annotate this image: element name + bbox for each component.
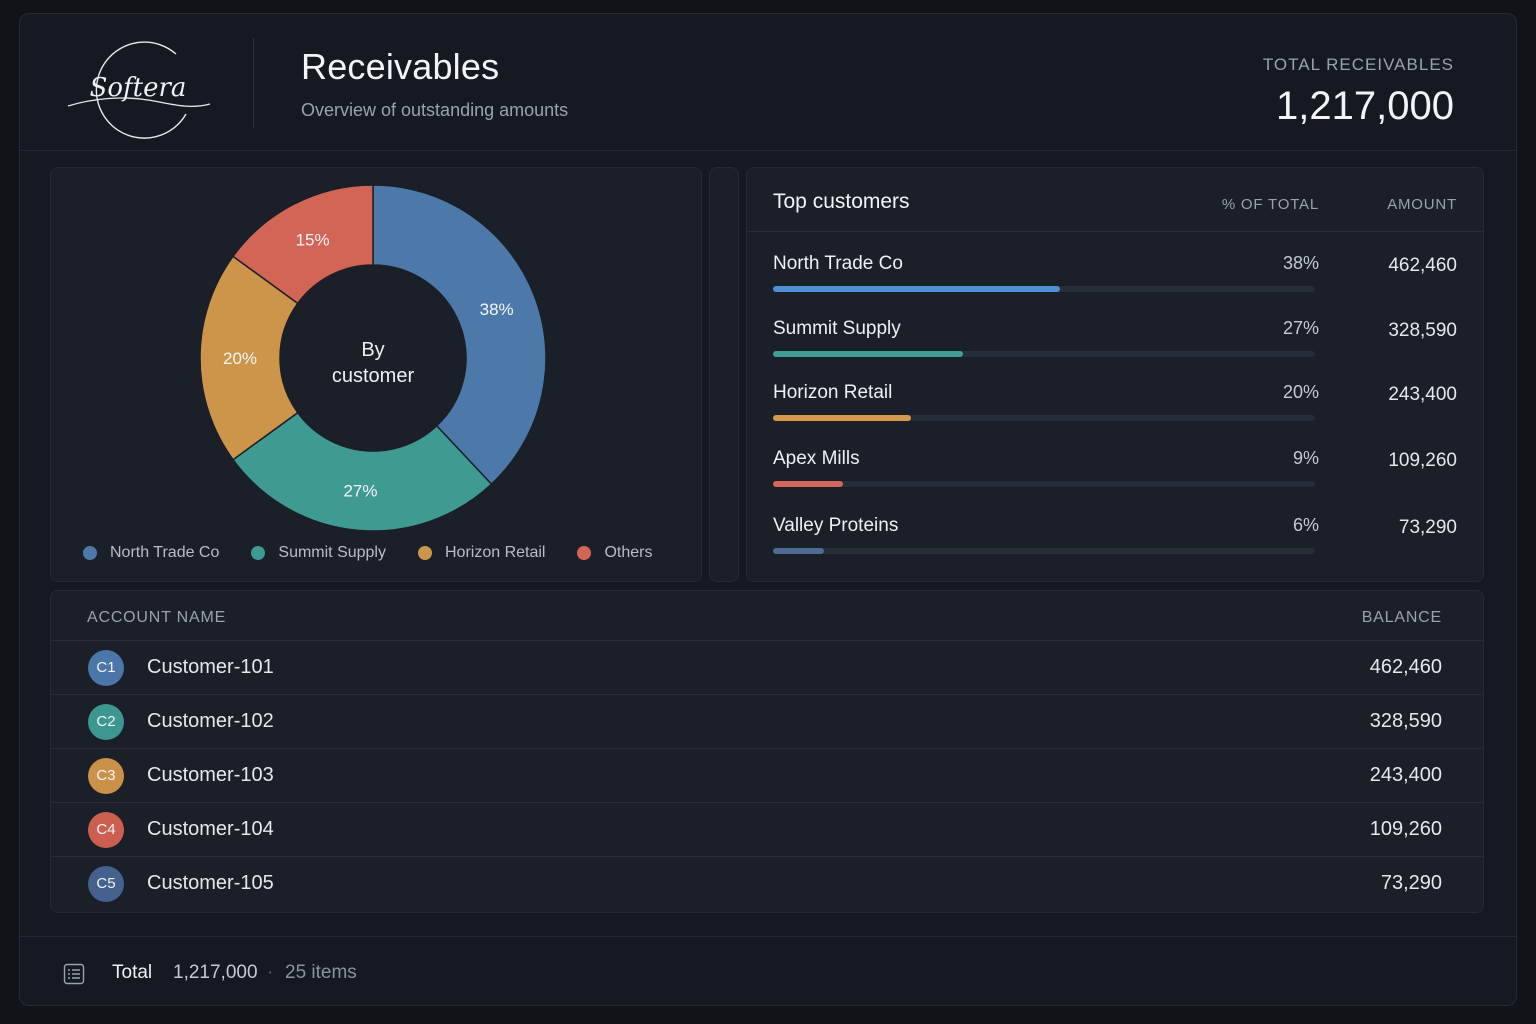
- customer-name: Valley Proteins: [773, 515, 899, 536]
- list-icon: [63, 963, 85, 985]
- header-rule: [747, 231, 1483, 232]
- account-balance: 243,400: [1369, 764, 1442, 786]
- customer-amount: 328,590: [1388, 320, 1457, 341]
- pct-of-total-header: % OF TOTAL: [1221, 196, 1319, 213]
- share-bar-fill: [773, 548, 825, 554]
- footer-summary: Total 1,217,000 · 25 items: [20, 936, 1516, 1005]
- account-name: Customer-105: [147, 872, 274, 894]
- donut-chart-card: 38% 27% 20% 15% By customer North Trade Co Sum…: [50, 167, 702, 582]
- top-customer-row[interactable]: North Trade Co 38% 462,460: [747, 253, 1483, 313]
- top-customers-card: Top customers % OF TOTAL AMOUNT North Tr…: [746, 167, 1484, 582]
- legend-label: Summit Supply: [278, 544, 386, 561]
- chart-legend: North Trade Co Summit Supply Horizon Retai…: [83, 544, 684, 562]
- avatar: C4: [88, 812, 124, 848]
- legend-item-others[interactable]: Others: [577, 544, 652, 562]
- legend-swatch: [417, 546, 432, 560]
- top-customer-row[interactable]: Horizon Retail 20% 243,400: [747, 382, 1483, 442]
- customer-amount: 243,400: [1388, 384, 1457, 405]
- customer-pct: 9%: [1292, 448, 1319, 468]
- donut-slice-others[interactable]: [231, 184, 374, 305]
- page-subtitle: Overview of outstanding amounts: [301, 100, 569, 120]
- accounts-table: ACCOUNT NAME BALANCE C1 Customer-101 462…: [50, 590, 1484, 913]
- header: Softera Receivables Overview of outstand…: [20, 14, 1516, 151]
- share-bar-track: [773, 415, 1315, 421]
- customer-pct: 20%: [1282, 382, 1319, 402]
- legend-item-summit-supply[interactable]: Summit Supply: [251, 544, 386, 562]
- table-row[interactable]: C4 Customer-104 109,260: [51, 802, 1483, 856]
- footer-separator: ·: [267, 962, 274, 983]
- account-name-header[interactable]: ACCOUNT NAME: [87, 609, 227, 626]
- footer-item-count: 25 items: [285, 962, 357, 983]
- balance-header[interactable]: BALANCE: [1361, 609, 1442, 626]
- avatar: C2: [88, 704, 124, 740]
- legend-swatch: [577, 546, 592, 560]
- legend-swatch: [251, 546, 266, 560]
- customer-pct: 6%: [1292, 515, 1319, 535]
- share-bar-fill: [773, 415, 912, 421]
- customer-name: North Trade Co: [773, 253, 903, 274]
- header-divider: [253, 38, 254, 128]
- page-title: Receivables: [301, 46, 500, 87]
- legend-label: North Trade Co: [110, 544, 220, 561]
- share-bar-fill: [773, 481, 844, 487]
- svg-text:Softera: Softera: [90, 73, 187, 103]
- table-row[interactable]: C3 Customer-103 243,400: [51, 748, 1483, 802]
- share-bar-track: [773, 351, 1315, 357]
- donut-slice-horizon-retail[interactable]: [199, 255, 299, 461]
- footer-total-label: Total: [112, 962, 153, 983]
- divider-card: [709, 167, 739, 582]
- top-customer-row[interactable]: Summit Supply 27% 328,590: [747, 318, 1483, 378]
- legend-swatch: [83, 546, 97, 560]
- slice-label: 20%: [223, 349, 257, 368]
- donut-center-label: By: [361, 339, 384, 361]
- avatar: C1: [88, 650, 124, 686]
- legend-item-horizon-retail[interactable]: Horizon Retail: [417, 544, 546, 562]
- slice-label: 15%: [296, 230, 330, 249]
- legend-label: Others: [604, 544, 653, 561]
- share-bar-track: [773, 286, 1315, 292]
- account-name: Customer-102: [147, 710, 274, 732]
- avatar: C3: [88, 758, 124, 794]
- customer-pct: 38%: [1282, 253, 1319, 273]
- softera-logo: Softera: [64, 36, 214, 148]
- donut-center-label: customer: [332, 365, 415, 387]
- top-customer-row[interactable]: Apex Mills 9% 109,260: [747, 448, 1483, 508]
- donut-chart: 38% 27% 20% 15% By customer: [199, 184, 547, 532]
- customer-amount: 109,260: [1388, 450, 1457, 471]
- share-bar-fill: [773, 286, 1061, 292]
- customer-pct: 27%: [1282, 318, 1319, 338]
- account-balance: 462,460: [1369, 656, 1442, 678]
- total-receivables-label: TOTAL RECEIVABLES: [1262, 55, 1454, 74]
- footer-total-value: 1,217,000: [173, 962, 258, 983]
- total-receivables-value: 1,217,000: [1276, 84, 1454, 128]
- share-bar-track: [773, 481, 1315, 487]
- donut-slice-summit-supply[interactable]: [231, 411, 493, 532]
- account-name: Customer-104: [147, 818, 274, 840]
- account-name: Customer-103: [147, 764, 274, 786]
- top-customer-row[interactable]: Valley Proteins 6% 73,290: [747, 515, 1483, 575]
- customer-name: Summit Supply: [773, 318, 901, 339]
- customer-name: Horizon Retail: [773, 382, 893, 403]
- legend-item-north-trade-co[interactable]: North Trade Co: [83, 544, 219, 562]
- account-balance: 109,260: [1369, 818, 1442, 840]
- customer-name: Apex Mills: [773, 448, 860, 469]
- account-balance: 328,590: [1369, 710, 1442, 732]
- table-row[interactable]: C2 Customer-102 328,590: [51, 694, 1483, 748]
- table-row[interactable]: C5 Customer-105 73,290: [51, 856, 1483, 910]
- top-customers-title: Top customers: [773, 190, 910, 213]
- amount-header: AMOUNT: [1387, 196, 1457, 213]
- share-bar-track: [773, 548, 1315, 554]
- slice-label: 27%: [343, 481, 377, 500]
- avatar: C5: [88, 866, 124, 902]
- account-name: Customer-101: [147, 656, 274, 678]
- share-bar-fill: [773, 351, 963, 357]
- receivables-panel: Softera Receivables Overview of outstand…: [19, 13, 1517, 1006]
- slice-label: 38%: [480, 300, 514, 319]
- customer-amount: 462,460: [1388, 255, 1457, 276]
- account-balance: 73,290: [1380, 872, 1442, 894]
- legend-label: Horizon Retail: [444, 544, 546, 561]
- table-row[interactable]: C1 Customer-101 462,460: [51, 640, 1483, 694]
- customer-amount: 73,290: [1398, 517, 1457, 538]
- donut-slice-north-trade-co[interactable]: [372, 184, 547, 486]
